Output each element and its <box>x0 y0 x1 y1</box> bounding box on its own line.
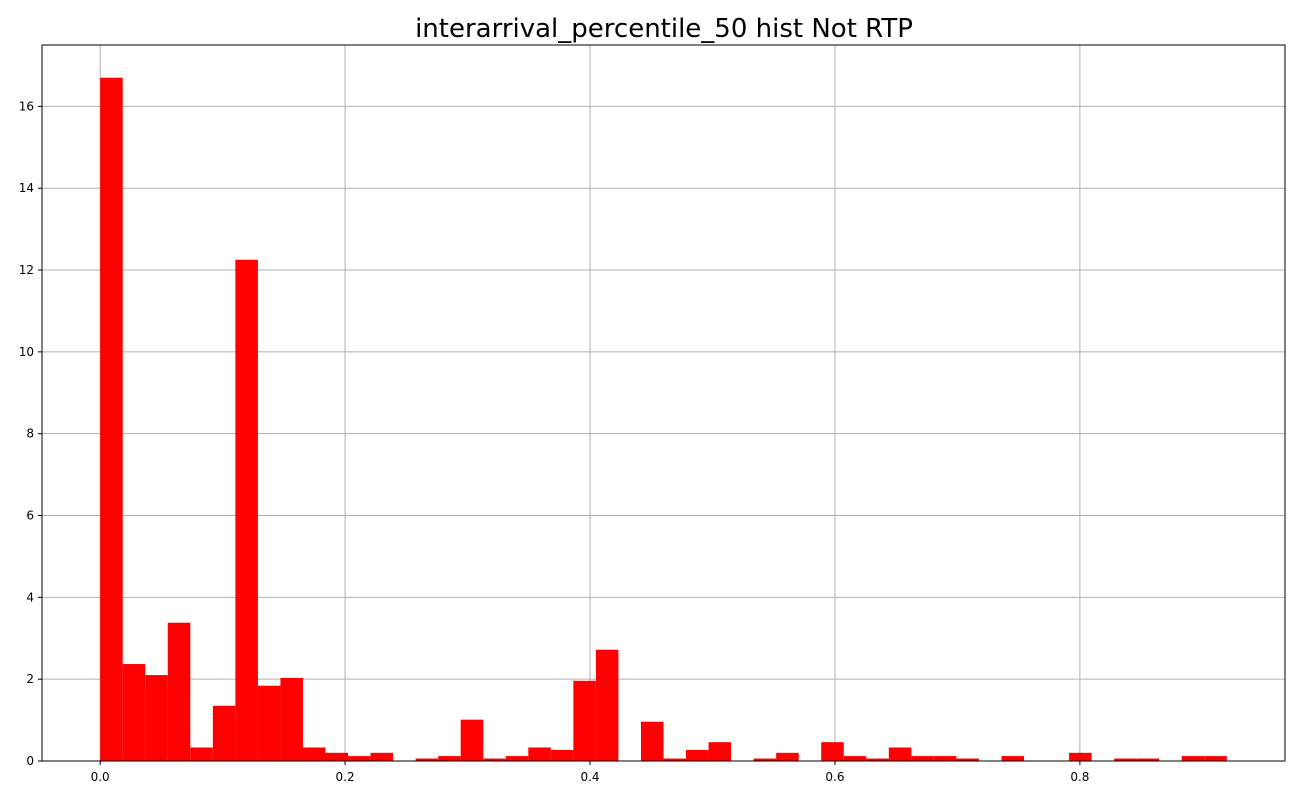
histogram-bar <box>235 259 258 761</box>
histogram-bar <box>212 705 236 761</box>
histogram-bar <box>1114 758 1137 761</box>
histogram-bar <box>122 664 146 761</box>
histogram-bar <box>911 756 934 761</box>
y-tick-label: 8 <box>26 427 34 441</box>
histogram-bar <box>753 758 777 761</box>
y-tick-label: 0 <box>26 754 34 768</box>
histogram-bar <box>686 749 709 761</box>
x-tick-label: 0.0 <box>91 770 110 784</box>
histogram-bar <box>370 752 394 761</box>
histogram-bar <box>280 677 303 761</box>
histogram-bar <box>573 680 596 761</box>
histogram-bar <box>933 756 957 761</box>
y-tick-label: 10 <box>19 345 34 359</box>
histogram-bar <box>505 756 529 761</box>
bars-layer <box>100 77 1227 761</box>
histogram-bar <box>1069 752 1092 761</box>
x-tick-label: 0.4 <box>580 770 599 784</box>
histogram-bar <box>866 758 889 761</box>
plot-frame <box>41 44 1286 762</box>
histogram-bar <box>821 742 844 761</box>
histogram-bar <box>1204 756 1227 761</box>
histogram-bar <box>145 675 168 761</box>
histogram-bar <box>348 756 371 761</box>
histogram-bar <box>776 752 799 761</box>
histogram-bar <box>1181 756 1205 761</box>
histogram-bar <box>302 747 326 761</box>
y-tick-label: 12 <box>19 263 34 277</box>
x-tick-label: 0.2 <box>336 770 355 784</box>
histogram-bar <box>956 758 979 761</box>
histogram-bar <box>190 747 213 761</box>
histogram-bar <box>640 721 664 761</box>
histogram-bar <box>257 685 281 761</box>
histogram-bar <box>663 758 687 761</box>
chart-title: interarrival_percentile_50 hist Not RTP <box>415 14 913 44</box>
histogram-bar <box>415 758 439 761</box>
histogram-bar <box>708 742 732 761</box>
histogram-bar <box>550 749 574 761</box>
histogram-bar <box>528 747 551 761</box>
histogram-bar <box>460 719 484 761</box>
y-tick-label: 2 <box>26 672 34 686</box>
histogram-bar <box>325 752 349 761</box>
axes-layer: 0.0 0.2 0.4 0.6 0.8 0 2 4 6 8 10 12 14 16 <box>19 44 1286 784</box>
histogram-bar <box>100 77 123 761</box>
y-tick-label: 4 <box>26 590 34 604</box>
grid-layer <box>42 45 1285 762</box>
histogram-bar <box>438 756 461 761</box>
histogram-bar <box>595 649 619 761</box>
y-tick-label: 6 <box>26 509 34 523</box>
histogram-bar <box>1001 756 1025 761</box>
x-tick-label: 0.6 <box>825 770 844 784</box>
histogram-bar <box>1136 758 1160 761</box>
histogram-bar <box>167 622 191 761</box>
y-tick-label: 14 <box>19 181 34 195</box>
x-tick-label: 0.8 <box>1070 770 1089 784</box>
histogram-bar <box>843 756 867 761</box>
histogram-bar <box>483 758 506 761</box>
histogram-bar <box>888 747 912 761</box>
y-tick-label: 16 <box>19 99 34 113</box>
